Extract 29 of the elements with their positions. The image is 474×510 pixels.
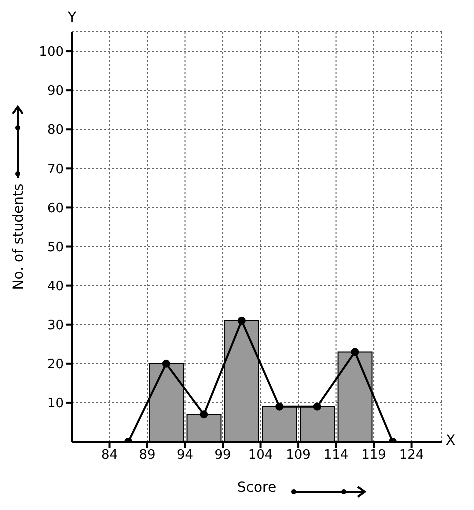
y-tick-label: 10: [47, 396, 64, 412]
x-tick-label: 124: [399, 448, 424, 464]
y-tick-label: 40: [47, 279, 64, 294]
y-tick-label: 20: [47, 358, 64, 373]
point: [200, 410, 208, 419]
x-tick-label: 89: [139, 448, 156, 464]
x-tick-label: 94: [176, 448, 194, 464]
point: [162, 360, 170, 368]
point: [313, 402, 322, 411]
x-tick-label: 99: [214, 448, 232, 464]
x-tick-label: 114: [324, 448, 349, 464]
y-tick-label: 80: [47, 123, 64, 138]
x-tick-label: 109: [286, 448, 311, 464]
y-tick-label: 100: [39, 45, 64, 60]
y-tick-label: 90: [47, 84, 64, 100]
point: [276, 402, 284, 411]
x-tick-label: 119: [362, 448, 386, 464]
y-tick-label: 70: [47, 162, 64, 178]
y-tick-label: 30: [47, 318, 64, 334]
x-tick-label: 104: [248, 448, 274, 464]
point: [351, 348, 360, 356]
text: X: [446, 433, 456, 449]
point: [238, 316, 246, 325]
y-tick-label: 60: [47, 201, 64, 216]
x-tick-label: 84: [101, 448, 118, 464]
text: Y: [68, 10, 77, 26]
x-axis-title: Score: [237, 480, 277, 496]
y-tick-label: 50: [47, 240, 64, 256]
y-axis-title: No. of students: [10, 184, 27, 290]
